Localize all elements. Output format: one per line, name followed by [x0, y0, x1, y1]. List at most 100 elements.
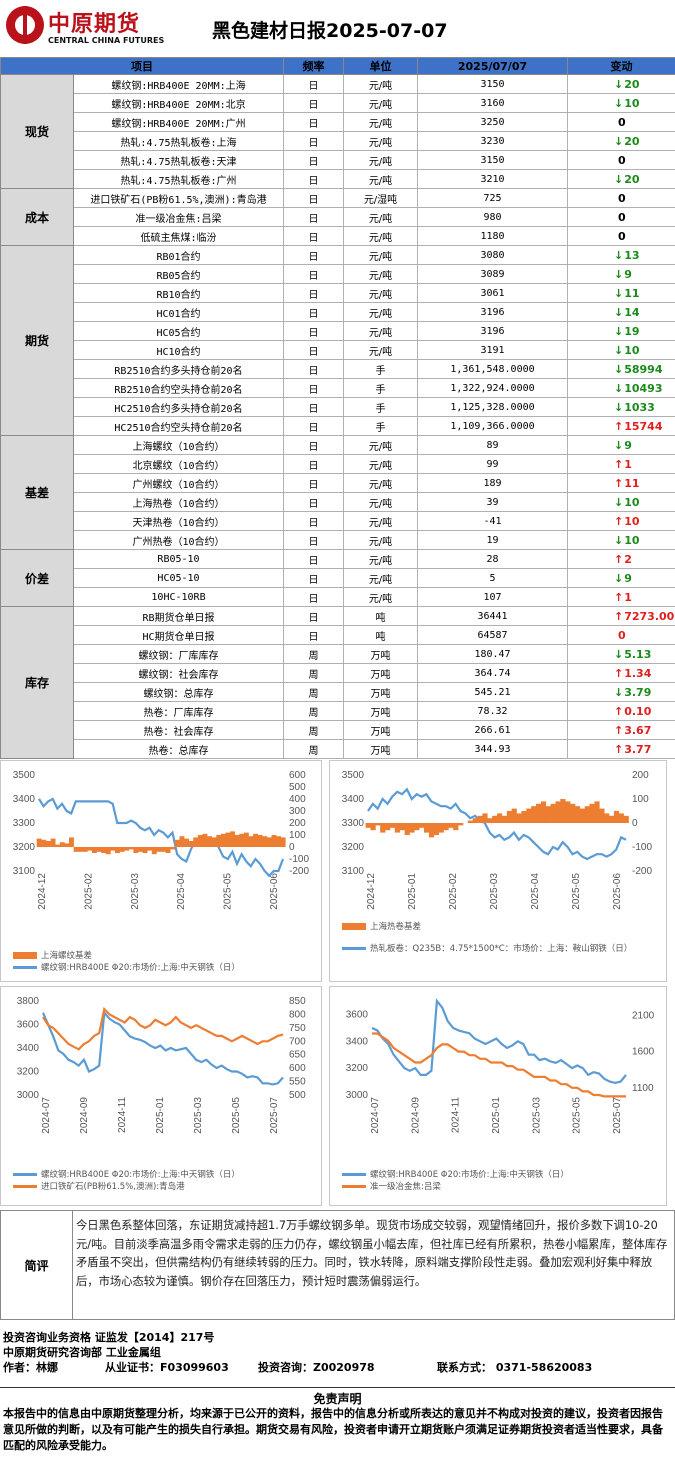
y-right-tick-label: 550: [289, 1077, 306, 1088]
unit-cell: 吨: [343, 606, 418, 626]
basis-bar: [188, 841, 194, 847]
freq-cell: 日: [283, 492, 344, 512]
y-right-tick-label: 500: [289, 1090, 306, 1101]
value-cell: 3196: [417, 321, 568, 341]
basis-bar: [497, 813, 503, 823]
basis-bar: [82, 847, 88, 852]
unit-cell: 万吨: [343, 720, 418, 740]
unit-cell: 元/吨: [343, 511, 418, 531]
x-tick-label: 2025-02: [83, 873, 94, 910]
freq-cell: 日: [283, 131, 344, 151]
series-line: [371, 998, 627, 1085]
change-cell: ↓10: [567, 93, 675, 113]
item-cell: 准一级冶金焦:吕梁: [73, 207, 284, 227]
change-cell: ↓20: [567, 169, 675, 189]
y-left-tick-label: 3500: [13, 770, 36, 781]
change-cell: ↑2: [567, 549, 675, 569]
arrow-up-icon: ↑: [614, 552, 624, 566]
change-value: 0: [618, 628, 626, 642]
change-value: 3.77: [624, 742, 652, 756]
change-value: 0: [618, 210, 626, 224]
value-cell: 3210: [417, 169, 568, 189]
change-cell: ↓9: [567, 568, 675, 588]
y-right-tick-label: 200: [289, 818, 306, 829]
basis-bar: [399, 823, 405, 831]
change-cell: ↓10: [567, 492, 675, 512]
change-cell: ↓9: [567, 264, 675, 284]
arrow-down-icon: ↓: [614, 400, 624, 414]
freq-cell: 日: [283, 625, 344, 645]
change-value: 10: [624, 514, 640, 528]
basis-bar: [50, 838, 56, 847]
basis-bar: [179, 836, 185, 847]
legend-label: 螺纹钢:HRB400E Φ20:市场价:上海:中天钢铁（日）: [370, 1170, 569, 1180]
legend-swatch-line: [13, 1173, 37, 1176]
chart-hrc-basis-plot: 3100 3200 3300 3400 3500 -200 -100 0 100 200 2024-…: [342, 770, 653, 910]
x-tick-label: 2025-05: [231, 1097, 242, 1134]
table-row: 准一级冶金焦:吕梁日元/吨 980 0: [1, 207, 675, 227]
column-header-date: 2025/07/07: [417, 57, 568, 75]
y-left-tick-label: 3200: [13, 842, 36, 853]
freq-cell: 日: [283, 245, 344, 265]
change-value: 3.67: [624, 723, 652, 737]
arrow-down-icon: ↓: [614, 248, 624, 262]
change-value: 9: [624, 571, 632, 585]
change-cell: ↓10: [567, 340, 675, 360]
value-cell: 3150: [417, 74, 568, 94]
freq-cell: 日: [283, 378, 344, 398]
arrow-up-icon: ↑: [614, 723, 624, 737]
legend-label: 螺纹钢:HRB400E Φ20:市场价:上海:中天钢铁（日）: [41, 963, 240, 973]
change-cell: 0: [567, 226, 675, 246]
basis-bar: [458, 823, 464, 826]
item-cell: 上海热卷（10合约）: [73, 492, 284, 512]
change-value: 1.34: [624, 666, 652, 680]
table-header-row: 项目 频率 单位 2025/07/07 变动: [0, 57, 675, 75]
y-left-tick-label: 3100: [342, 866, 365, 877]
legend-label: 进口铁矿石(PB粉61.5%,澳洲):青岛港: [41, 1182, 185, 1192]
y-right-tick-label: 500: [289, 782, 306, 793]
category-cell: 期货: [0, 245, 74, 436]
basis-bar: [115, 847, 120, 853]
freq-cell: 日: [283, 283, 344, 303]
y-right-tick-label: -200: [289, 866, 309, 877]
unit-cell: 万吨: [343, 701, 418, 721]
basis-bar: [560, 799, 566, 823]
value-cell: 99: [417, 454, 568, 474]
item-cell: RB10合约: [73, 283, 284, 303]
item-cell: 热卷：社会库存: [73, 720, 284, 740]
divider: [0, 1387, 675, 1388]
freq-cell: 周: [283, 644, 344, 664]
legend-swatch-line: [342, 947, 366, 950]
item-cell: HC2510合约空头持仓前20名: [73, 416, 284, 436]
change-cell: ↑3.77: [567, 739, 675, 759]
y-left-tick-label: 3200: [17, 1067, 40, 1078]
arrow-down-icon: ↓: [614, 495, 624, 509]
basis-bar: [133, 847, 139, 853]
y-right-tick-label: 700: [289, 1036, 306, 1047]
basis-bar: [365, 823, 371, 828]
change-value: 10: [624, 343, 640, 357]
table-row: 低硫主焦煤:临汾日元/吨 1180 0: [1, 226, 675, 246]
x-tick-label: 2024-12: [366, 873, 377, 910]
basis-bar: [453, 823, 459, 831]
basis-bar: [540, 801, 547, 823]
value-cell: -41: [417, 511, 568, 531]
arrow-down-icon: ↓: [614, 305, 624, 319]
basis-bar: [128, 847, 134, 850]
basis-bar: [609, 815, 615, 823]
item-cell: 广州热卷（10合约）: [73, 530, 284, 550]
arrow-down-icon: ↓: [614, 172, 624, 186]
y-left-tick-label: 3600: [346, 1009, 369, 1020]
change-value: 0: [618, 115, 626, 129]
x-tick-label: 2024-09: [410, 1097, 421, 1134]
change-value: 1: [624, 590, 632, 604]
change-cell: 0: [567, 150, 675, 170]
basis-bar: [448, 823, 454, 828]
basis-bar: [101, 847, 107, 853]
freq-cell: 日: [283, 568, 344, 588]
basis-bar: [276, 836, 281, 847]
value-cell: 3061: [417, 283, 568, 303]
y-right-tick-label: 750: [289, 1023, 306, 1034]
basis-bar: [623, 815, 629, 823]
unit-cell: 万吨: [343, 663, 418, 683]
